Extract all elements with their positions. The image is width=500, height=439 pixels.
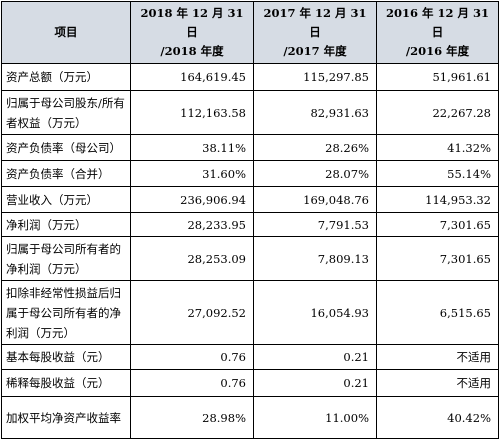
- table-row: 资产负债率（合并） 31.60% 28.07% 55.14%: [1, 160, 499, 187]
- table-row: 归属于母公司所有者的净利润（万元） 28,253.09 7,809.13 7,3…: [1, 236, 499, 281]
- value-2018: 164,619.45: [130, 63, 254, 91]
- value-2017: 169,048.76: [253, 186, 377, 213]
- header-2017-year: /2017 年度: [283, 44, 347, 58]
- value-2016: 不适用: [376, 369, 499, 397]
- header-item-label: 项目: [54, 25, 78, 39]
- value-2017: 28.26%: [253, 134, 377, 161]
- value-2018: 38.11%: [130, 134, 254, 161]
- row-label: 营业收入（万元）: [1, 186, 131, 213]
- table-row: 基本每股收益（元） 0.76 0.21 不适用: [1, 344, 499, 370]
- value-2018: 0.76: [130, 369, 254, 397]
- table-row: 营业收入（万元） 236,906.94 169,048.76 114,953.3…: [1, 186, 499, 213]
- value-2018: 236,906.94: [130, 186, 254, 213]
- header-2017: 2017 年 12 月 31 日 /2017 年度: [253, 1, 377, 64]
- value-2016: 6,515.65: [376, 280, 499, 345]
- row-label: 稀释每股收益（元）: [1, 369, 131, 397]
- row-label: 基本每股收益（元）: [1, 344, 131, 370]
- header-2018: 2018 年 12 月 31 日 /2018 年度: [130, 1, 254, 64]
- table-row: 稀释每股收益（元） 0.76 0.21 不适用: [1, 369, 499, 397]
- header-2016-year: /2016 年度: [405, 44, 470, 58]
- value-2018: 0.76: [130, 344, 254, 370]
- value-2018: 27,092.52: [130, 280, 254, 345]
- value-2016: 不适用: [376, 344, 499, 370]
- header-2017-date: 2017 年 12 月 31 日: [263, 6, 367, 39]
- row-label: 资产总额（万元）: [1, 63, 131, 91]
- header-2016: 2016 年 12 月 31 日 /2016 年度: [376, 1, 499, 64]
- value-2018: 31.60%: [130, 160, 254, 187]
- row-label: 净利润（万元）: [1, 212, 131, 237]
- value-2016: 114,953.32: [376, 186, 499, 213]
- row-label: 资产负债率（母公司）: [1, 134, 131, 161]
- header-2016-date: 2016 年 12 月 31 日: [385, 6, 490, 39]
- header-row: 项目 2018 年 12 月 31 日 /2018 年度 2017 年 12 月…: [1, 1, 499, 64]
- value-2017: 11.00%: [253, 396, 377, 439]
- header-2018-date: 2018 年 12 月 31 日: [140, 6, 244, 39]
- table-row: 净利润（万元） 28,233.95 7,791.53 7,301.65: [1, 212, 499, 237]
- header-2018-year: /2018 年度: [160, 44, 224, 58]
- value-2017: 115,297.85: [253, 63, 377, 91]
- value-2016: 51,961.61: [376, 63, 499, 91]
- value-2017: 16,054.93: [253, 280, 377, 345]
- header-item: 项目: [1, 1, 131, 64]
- value-2016: 7,301.65: [376, 236, 499, 281]
- value-2017: 82,931.63: [253, 90, 377, 135]
- value-2017: 0.21: [253, 344, 377, 370]
- table-row: 资产负债率（母公司） 38.11% 28.26% 41.32%: [1, 134, 499, 161]
- table-row: 加权平均净资产收益率 28.98% 11.00% 40.42%: [1, 396, 499, 439]
- value-2017: 7,791.53: [253, 212, 377, 237]
- value-2018: 112,163.58: [130, 90, 254, 135]
- table-row: 资产总额（万元） 164,619.45 115,297.85 51,961.61: [1, 63, 499, 91]
- row-label: 归属于母公司股东/所有者权益（万元）: [1, 90, 131, 135]
- value-2016: 7,301.65: [376, 212, 499, 237]
- value-2017: 0.21: [253, 369, 377, 397]
- value-2016: 40.42%: [376, 396, 499, 439]
- value-2018: 28,253.09: [130, 236, 254, 281]
- value-2017: 28.07%: [253, 160, 377, 187]
- table-row: 扣除非经常性损益后归属于母公司所有者的净利润（万元） 27,092.52 16,…: [1, 280, 499, 345]
- row-label: 扣除非经常性损益后归属于母公司所有者的净利润（万元）: [1, 280, 131, 345]
- value-2016: 41.32%: [376, 134, 499, 161]
- value-2016: 22,267.28: [376, 90, 499, 135]
- value-2017: 7,809.13: [253, 236, 377, 281]
- row-label: 加权平均净资产收益率: [1, 396, 131, 439]
- row-label: 归属于母公司所有者的净利润（万元）: [1, 236, 131, 281]
- value-2018: 28.98%: [130, 396, 254, 439]
- value-2016: 55.14%: [376, 160, 499, 187]
- table-row: 归属于母公司股东/所有者权益（万元） 112,163.58 82,931.63 …: [1, 90, 499, 135]
- value-2018: 28,233.95: [130, 212, 254, 237]
- row-label: 资产负债率（合并）: [1, 160, 131, 187]
